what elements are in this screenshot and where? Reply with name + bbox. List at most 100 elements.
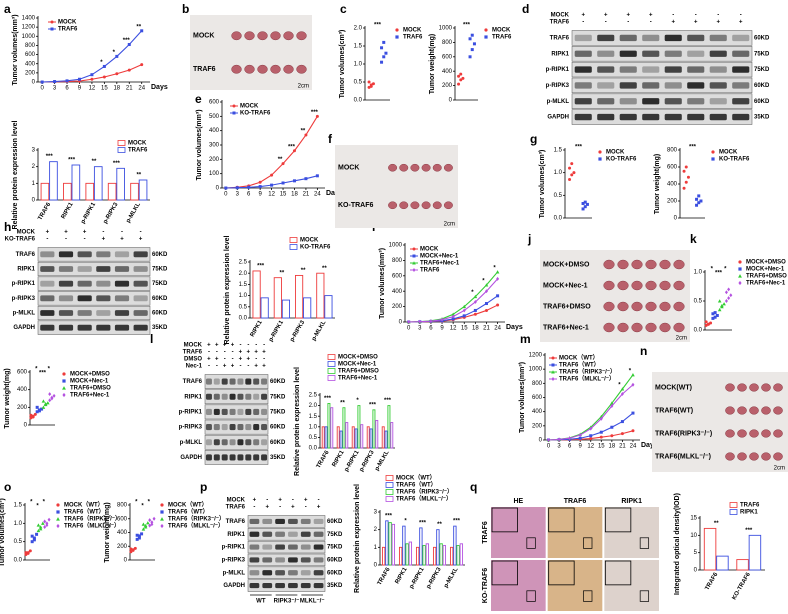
- y-tick-label: 0: [674, 216, 678, 222]
- row-label: p-MLKL: [223, 570, 246, 576]
- blot-band: [253, 424, 260, 431]
- data-point: [695, 203, 699, 207]
- y-tick-label: 400: [209, 128, 220, 134]
- blot-band: [253, 378, 260, 385]
- data-point: [484, 283, 489, 287]
- blot-band: [275, 557, 285, 563]
- legend-label: MOCK: [492, 28, 511, 34]
- legend-key: [738, 260, 742, 264]
- legend-key: [711, 157, 715, 161]
- x-tick-label: 6: [247, 192, 251, 198]
- blot-band: [213, 439, 220, 446]
- blot-band: [300, 570, 311, 576]
- condition-sign: -: [208, 350, 210, 356]
- legend-label: TRAF6+DMSO: [70, 386, 111, 392]
- legend-label: TRAF6+DMSO: [746, 274, 787, 280]
- legend-label: TRAF6（WT）: [168, 508, 209, 516]
- blot-band: [262, 557, 273, 563]
- y-tick-label: 1.0: [354, 62, 363, 68]
- legend-label: TRAF6: [740, 503, 760, 509]
- condition-sign: -: [740, 13, 742, 19]
- tumor: [388, 163, 398, 172]
- y-axis-label: Tumor volumes(mm³): [12, 14, 19, 85]
- tumor: [231, 31, 242, 41]
- condition-sign: -: [239, 343, 241, 349]
- blot-band: [253, 393, 260, 400]
- blot-band: [313, 531, 324, 537]
- tumor: [673, 322, 685, 333]
- legend-label: TRAF6（MLKL⁻/⁻）: [168, 522, 224, 530]
- blot-band: [96, 324, 111, 331]
- significance: *: [43, 500, 46, 506]
- blot-band: [133, 324, 148, 331]
- tumor: [773, 383, 783, 392]
- row-label: GAPDH: [13, 325, 35, 331]
- condition-label: MOCK: [551, 13, 570, 19]
- y-tick-label: 0.5: [694, 299, 703, 305]
- condition-sign: +: [207, 343, 211, 349]
- ihc-inset: [491, 560, 518, 586]
- blot-band: [77, 266, 92, 272]
- bar: [303, 297, 312, 319]
- condition-sign: -: [224, 350, 226, 356]
- y-tick-label: 0.0: [309, 446, 318, 452]
- x-tick-label: 21: [303, 192, 310, 198]
- x-tick-label: 9: [440, 326, 444, 332]
- data-point: [462, 304, 467, 309]
- blot-band: [133, 251, 148, 258]
- condition-sign: -: [216, 364, 218, 370]
- blot-strip: [247, 579, 326, 592]
- legend-label: MOCK: [300, 238, 319, 244]
- legend-key: [327, 361, 336, 367]
- legend-label: TRAF6（RIPK3⁻/⁻）: [168, 515, 225, 523]
- data-point: [270, 173, 274, 177]
- significance: ***: [369, 402, 377, 408]
- blot-band: [249, 583, 260, 589]
- blot-band: [642, 82, 660, 89]
- size-label: 75KD: [270, 409, 286, 415]
- bar: [716, 555, 729, 571]
- ihc-image: [604, 507, 659, 558]
- bar: [354, 428, 358, 449]
- legend-key: [598, 150, 602, 154]
- bar: [339, 430, 343, 449]
- significance: *: [356, 398, 359, 404]
- bar: [456, 545, 460, 566]
- panel-label: b: [182, 2, 189, 16]
- significance: *: [36, 504, 39, 510]
- y-tick-label: 500: [209, 114, 220, 120]
- legend-label: TRAF6+Nec-1: [338, 376, 378, 382]
- bar: [442, 545, 447, 566]
- tumor: [388, 201, 398, 210]
- tumor: [617, 301, 629, 312]
- tumor: [421, 201, 431, 210]
- significance: *: [48, 367, 51, 373]
- y-tick-label: 0: [32, 198, 36, 204]
- significance: **: [301, 129, 306, 135]
- blot-band: [687, 50, 705, 57]
- condition-sign: -: [46, 237, 48, 243]
- blot-band: [597, 66, 615, 73]
- significance: **: [437, 522, 442, 528]
- condition-sign: -: [232, 357, 234, 363]
- blot-band: [300, 583, 311, 589]
- blot-strip: [247, 515, 326, 528]
- blot-band: [597, 34, 615, 42]
- size-label: 60KD: [270, 440, 286, 446]
- blot-band: [709, 34, 727, 42]
- bar: [387, 405, 391, 449]
- x-tick-label: 6: [429, 326, 433, 332]
- data-point: [583, 200, 587, 204]
- blot-band: [229, 424, 236, 431]
- blot-band: [213, 393, 220, 400]
- blot-band: [288, 518, 298, 524]
- legend-key: [56, 523, 60, 529]
- blot-band: [245, 424, 252, 431]
- blot-band: [642, 50, 660, 57]
- y-tick-label: 0.5: [309, 435, 318, 441]
- y-tick-label: 2.5: [309, 393, 318, 399]
- tumor: [673, 259, 685, 270]
- ihc-roi: [526, 590, 536, 602]
- data-point: [281, 181, 285, 185]
- condition-sign: +: [139, 237, 143, 243]
